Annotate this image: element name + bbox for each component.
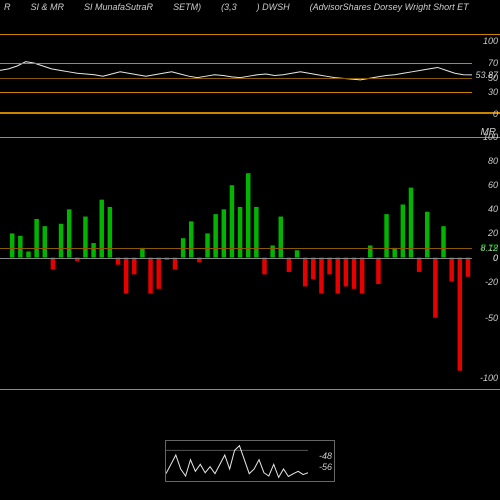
axis-tick-label: -50 bbox=[485, 313, 498, 323]
axis-tick-label: 30 bbox=[488, 87, 498, 97]
axis-tick-label: 100 bbox=[483, 36, 498, 46]
header-item: R bbox=[4, 2, 11, 12]
header-item: SI & MR bbox=[31, 2, 65, 12]
axis-tick-label: 40 bbox=[488, 204, 498, 214]
rsi-line-chart bbox=[0, 34, 472, 114]
axis-tick-label: 60 bbox=[488, 180, 498, 190]
axis-tick-label: -100 bbox=[480, 373, 498, 383]
header-row: R SI & MR SI MunafaSutraR SETM) (3,3 ) DWSH (A… bbox=[0, 0, 500, 14]
mini-label: -48 bbox=[319, 451, 332, 461]
mr-bar-panel: MR 1008060402000-20-50-1008.127.75 bbox=[0, 125, 500, 390]
axis-tick-label: -20 bbox=[485, 277, 498, 287]
axis-tick-label: 0 bbox=[493, 109, 498, 119]
current-value-label: 53.87 bbox=[475, 70, 498, 80]
rsi-panel: 100705030053.87 bbox=[0, 34, 500, 114]
mini-line-chart bbox=[166, 441, 308, 483]
axis-tick-label: 0 bbox=[493, 253, 498, 263]
mini-indicator-panel: -48-56 bbox=[165, 440, 335, 482]
header-item: ) DWSH bbox=[257, 2, 290, 12]
header-item: SI MunafaSutraR bbox=[84, 2, 153, 12]
axis-tick-label: 100 bbox=[483, 132, 498, 142]
header-item: (3,3 bbox=[221, 2, 237, 12]
header-item: (AdvisorShares Dorsey Wright Short ET bbox=[310, 2, 469, 12]
axis-tick-label: 20 bbox=[488, 228, 498, 238]
value-label: 7.75 bbox=[480, 243, 498, 253]
mini-label: -56 bbox=[319, 462, 332, 472]
axis-tick-label: 80 bbox=[488, 156, 498, 166]
header-item: SETM) bbox=[173, 2, 201, 12]
axis-tick-label: 70 bbox=[488, 58, 498, 68]
